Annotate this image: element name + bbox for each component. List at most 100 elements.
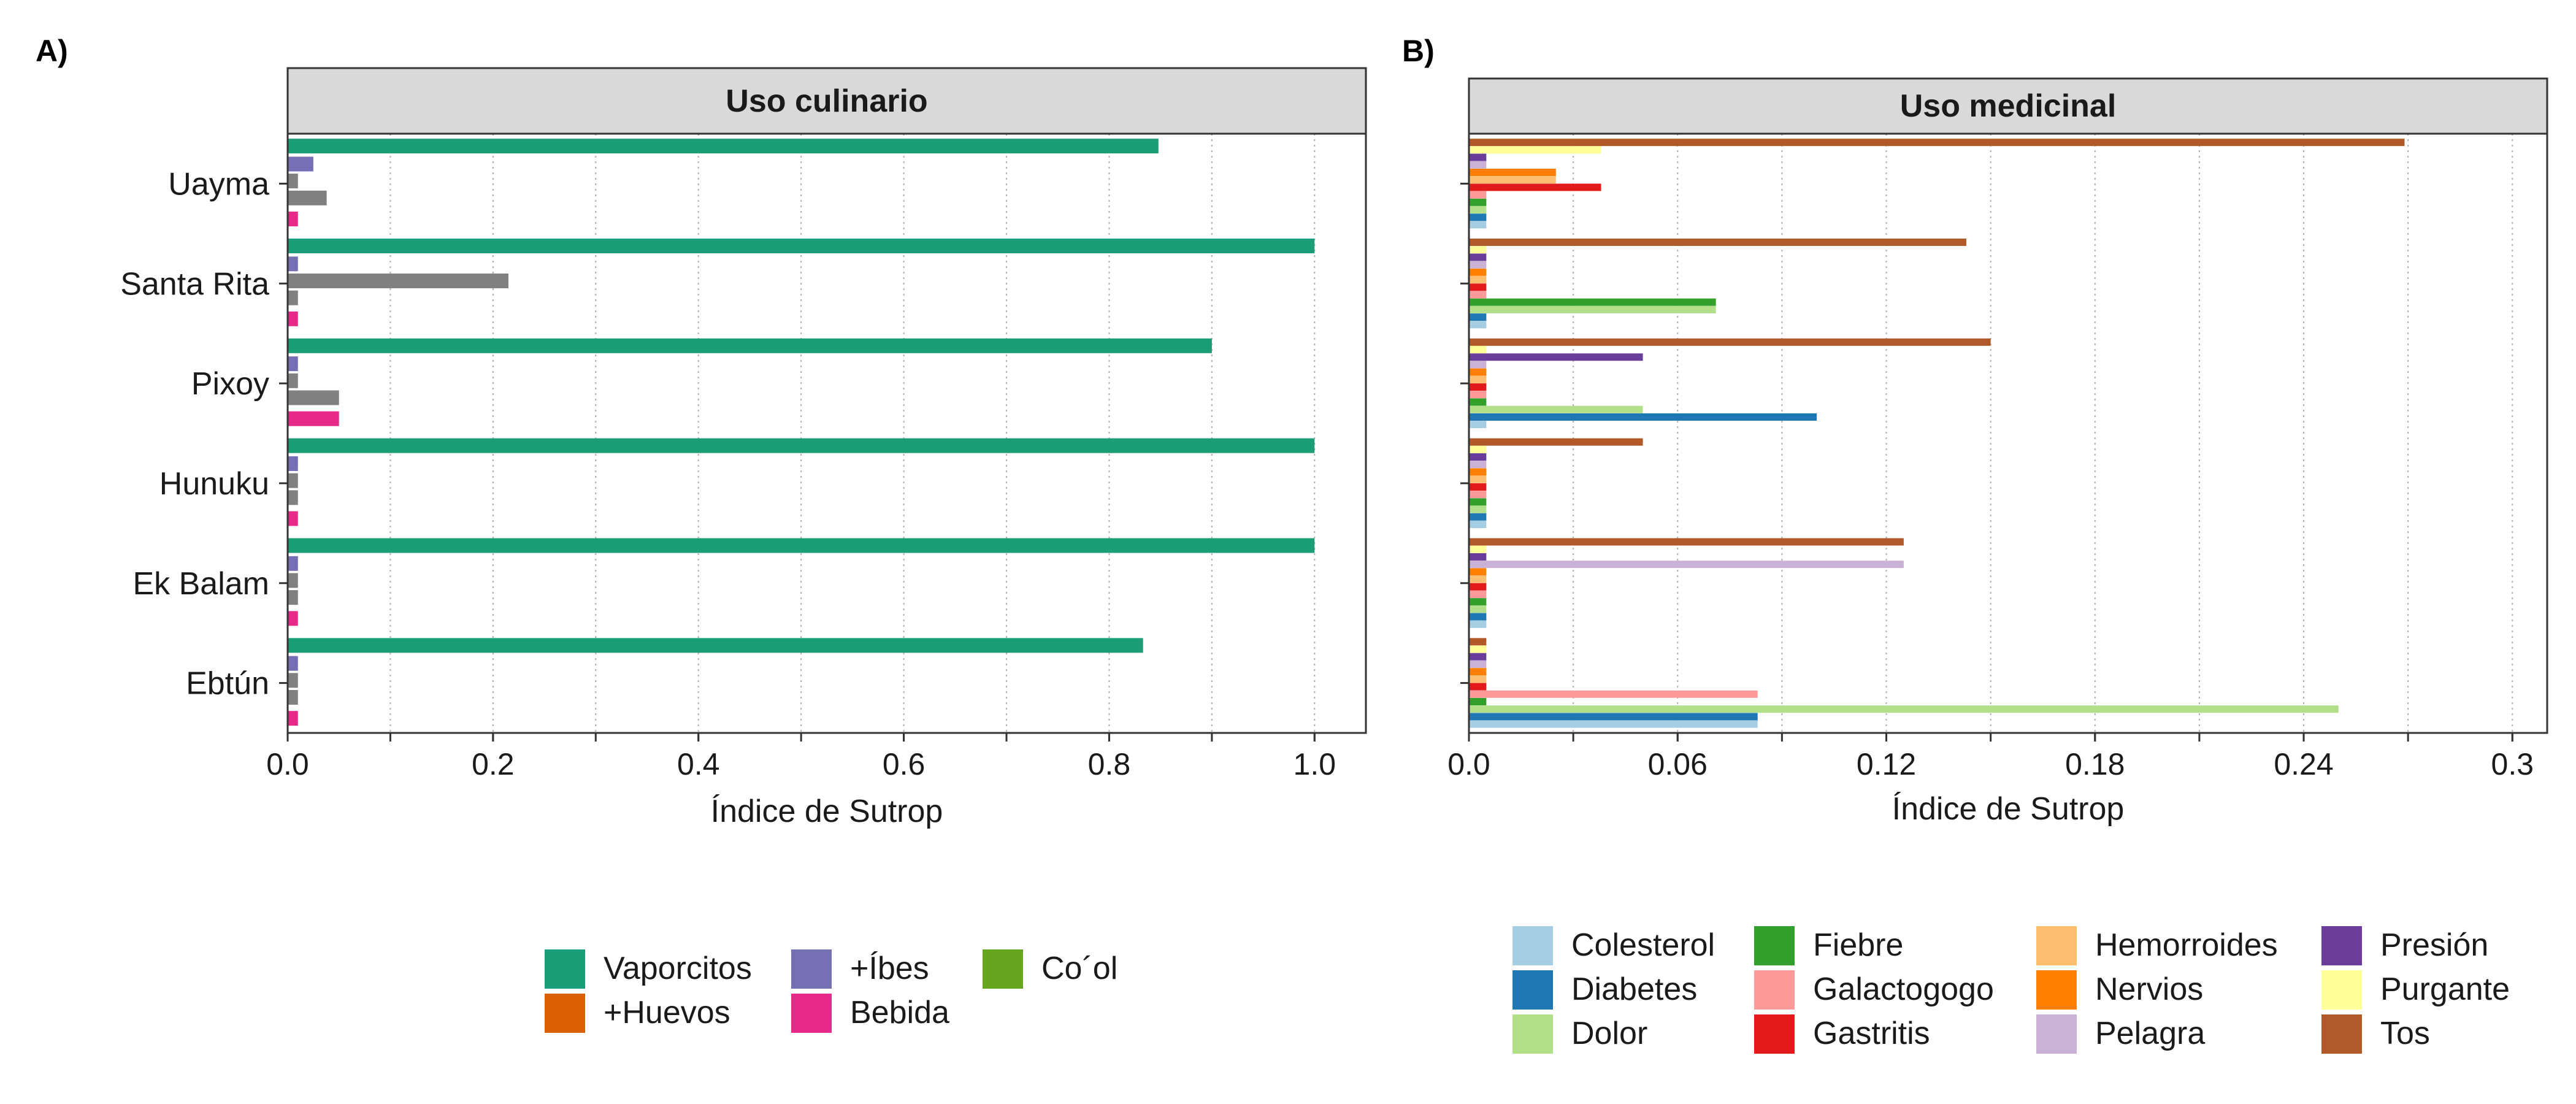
legend-item-nervios: Nervios bbox=[2036, 970, 2203, 1010]
legend-item-purgante: Purgante bbox=[2321, 970, 2510, 1010]
bar-tos bbox=[1469, 139, 2405, 147]
bar-gastritis bbox=[1469, 683, 1487, 691]
bar-hemorroides bbox=[1469, 575, 1487, 583]
bar-tos bbox=[1469, 538, 1904, 546]
legend-label: +Huevos bbox=[604, 995, 730, 1030]
x-tick-label: 1.0 bbox=[1294, 747, 1336, 781]
y-category-label: Hunuku bbox=[159, 466, 269, 502]
legend-swatch bbox=[545, 949, 585, 989]
bar-pelagra bbox=[1469, 660, 1487, 668]
bar-ibes bbox=[288, 456, 298, 471]
legend-item-ibes: +Íbes bbox=[791, 949, 929, 989]
bar-fiebre bbox=[1469, 698, 1487, 706]
bar-presion bbox=[1469, 553, 1487, 561]
bar-nervios bbox=[1469, 668, 1487, 676]
bar-dolor bbox=[1469, 405, 1643, 413]
bar-diabetes bbox=[1469, 413, 1817, 421]
bar-nervios bbox=[1469, 268, 1487, 276]
bar-ibes bbox=[288, 156, 313, 172]
bar-fiebre bbox=[1469, 298, 1716, 306]
x-tick-label: 0.0 bbox=[1447, 747, 1490, 781]
legend-culinary: Vaporcitos +Huevos +Íbes Bebida Co´ol bbox=[545, 949, 1117, 1033]
bar-pelagra bbox=[1469, 261, 1487, 269]
x-tick-label: 0.6 bbox=[883, 747, 926, 781]
panel-culinary-chart: Uso culinario Uayma Santa Rita Pixoy Hunuku… bbox=[120, 67, 1367, 829]
legend-label: Colesterol bbox=[1571, 927, 1715, 963]
bar-purgante bbox=[1469, 645, 1487, 653]
legend-swatch bbox=[791, 949, 832, 989]
bar-pelagra bbox=[1469, 161, 1487, 169]
bar-ibes bbox=[288, 656, 298, 671]
bar-gastritis bbox=[1469, 383, 1487, 391]
legend-swatch bbox=[983, 949, 1023, 989]
bar-colesterol bbox=[1469, 221, 1487, 229]
bar-gastritis bbox=[1469, 183, 1601, 191]
bar-vaporcitos bbox=[288, 638, 1143, 653]
bar-grey bbox=[288, 373, 298, 388]
legend-label: Bebida bbox=[850, 995, 949, 1030]
panel-a-x-axis-label: Índice de Sutrop bbox=[711, 794, 943, 829]
legend-swatch bbox=[1512, 970, 1553, 1010]
bar-hemorroides bbox=[1469, 176, 1556, 184]
x-tick-label: 0.3 bbox=[2491, 747, 2534, 781]
bar-gastritis bbox=[1469, 283, 1487, 291]
legend-medicinal: Colesterol Diabetes Dolor Fiebre Galactogogo… bbox=[1512, 926, 2510, 1054]
bar-galactogogo bbox=[1469, 690, 1758, 698]
bar-colesterol bbox=[1469, 620, 1487, 628]
x-tick-label: 0.8 bbox=[1088, 747, 1131, 781]
bar-hemorroides bbox=[1469, 475, 1487, 483]
legend-item-diabetes: Diabetes bbox=[1512, 970, 1697, 1010]
x-tick-label: 0.2 bbox=[472, 747, 515, 781]
legend-swatch bbox=[2036, 1014, 2077, 1054]
bar-fiebre bbox=[1469, 598, 1487, 606]
legend-label: Vaporcitos bbox=[604, 951, 752, 986]
legend-label: Purgante bbox=[2380, 972, 2510, 1007]
bar-ibes bbox=[288, 556, 298, 571]
panel-a-frame bbox=[286, 132, 1367, 734]
legend-swatch bbox=[1512, 1014, 1553, 1054]
bar-vaporcitos bbox=[288, 139, 1159, 154]
bar-galactogogo bbox=[1469, 590, 1487, 598]
bar-galactogogo bbox=[1469, 491, 1487, 499]
legend-label: Dolor bbox=[1571, 1016, 1647, 1051]
bar-presion bbox=[1469, 253, 1487, 261]
bar-gastritis bbox=[1469, 583, 1487, 591]
bar-diabetes bbox=[1469, 513, 1487, 521]
bar-presion bbox=[1469, 353, 1643, 361]
bar-tos bbox=[1469, 638, 1487, 646]
bar-grey bbox=[288, 490, 298, 505]
bar-grey bbox=[288, 390, 339, 405]
x-tick-label: 0.4 bbox=[677, 747, 720, 781]
bar-presion bbox=[1469, 653, 1487, 661]
legend-item-hemorroides: Hemorroides bbox=[2036, 926, 2278, 965]
bar-fiebre bbox=[1469, 498, 1487, 506]
panel-a-title: Uso culinario bbox=[726, 83, 927, 119]
bar-nervios bbox=[1469, 368, 1487, 376]
legend-item-co-ol: Co´ol bbox=[983, 949, 1117, 989]
legend-label: +Íbes bbox=[850, 951, 929, 986]
bar-vaporcitos bbox=[288, 338, 1212, 353]
x-tick-label: 0.24 bbox=[2274, 747, 2333, 781]
legend-item-tos: Tos bbox=[2321, 1014, 2430, 1054]
bar-dolor bbox=[1469, 505, 1487, 513]
bar-tos bbox=[1469, 338, 1991, 346]
bar-dolor bbox=[1469, 705, 2339, 713]
bar-vaporcitos bbox=[288, 238, 1315, 253]
bar-bebida bbox=[288, 611, 298, 626]
bar-grey bbox=[288, 573, 298, 588]
bar-pelagra bbox=[1469, 361, 1487, 369]
legend-item-huevos: +Huevos bbox=[545, 994, 730, 1033]
x-tick-label: 0.0 bbox=[266, 747, 309, 781]
x-tick-label: 0.06 bbox=[1648, 747, 1708, 781]
bar-diabetes bbox=[1469, 713, 1758, 721]
bar-tos bbox=[1469, 438, 1643, 446]
legend-label: Pelagra bbox=[2095, 1016, 2205, 1051]
panel-label-a: A) bbox=[36, 34, 68, 68]
bar-fiebre bbox=[1469, 398, 1487, 406]
bar-ibes bbox=[288, 256, 298, 272]
bar-grey bbox=[288, 190, 327, 205]
bar-grey bbox=[288, 473, 298, 488]
legend-swatch bbox=[2321, 926, 2362, 965]
bar-colesterol bbox=[1469, 520, 1487, 528]
legend-swatch bbox=[1754, 970, 1795, 1010]
